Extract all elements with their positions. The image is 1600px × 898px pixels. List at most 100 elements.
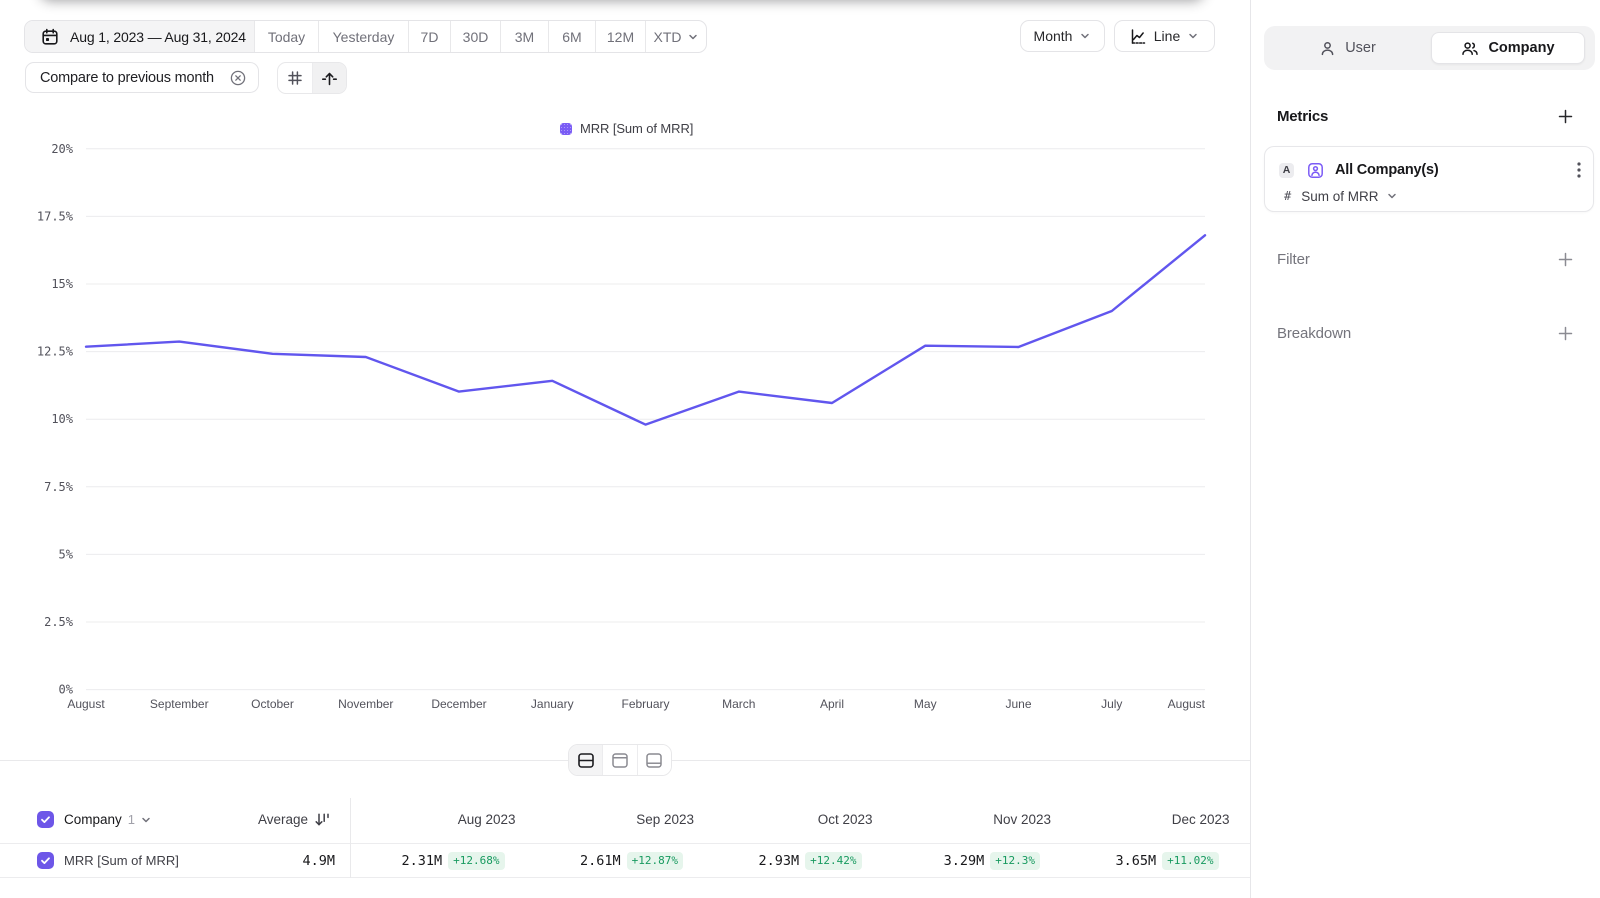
cumulative-toggle[interactable] (312, 63, 346, 93)
preset-12m-button[interactable]: 12M (596, 21, 646, 52)
company-entity-icon (1307, 162, 1324, 179)
chevron-down-icon (1387, 193, 1396, 199)
x-axis-month-label: September (150, 697, 209, 711)
date-range-button[interactable]: Aug 1, 2023 — Aug 31, 2024 (25, 21, 255, 52)
month-column-header[interactable]: Dec 2023 (1171, 812, 1230, 827)
y-axis-tick-label: 10% (51, 412, 73, 426)
compare-chip[interactable]: Compare to previous month (25, 62, 259, 93)
chart-legend: MRR [Sum of MRR] (560, 121, 693, 136)
month-value-cell: 2.93M +12.42% (707, 844, 886, 877)
add-metric-button[interactable] (1557, 108, 1574, 125)
breakdown-label: Breakdown (1277, 324, 1352, 342)
average-value: 4.9M (302, 852, 335, 869)
x-axis-month-label: November (338, 697, 393, 711)
mrr-value: 3.29M (943, 852, 985, 869)
metric-letter-badge: A (1279, 162, 1294, 178)
hash-grid-icon (288, 71, 302, 85)
breakdown-section: Breakdown (1251, 322, 1600, 344)
panel-layout-toggle (568, 744, 672, 776)
growth-badge: +12.68% (448, 851, 505, 870)
row-checkbox[interactable] (37, 852, 54, 869)
layout-split-horizontal-icon (577, 752, 594, 768)
x-axis-month-label: December (431, 697, 486, 711)
chevron-down-icon (688, 34, 697, 39)
layout-header-button[interactable] (602, 745, 637, 775)
preset-today-button[interactable]: Today (255, 21, 319, 52)
growth-badge: +12.3% (990, 851, 1040, 870)
metrics-title: Metrics (1277, 107, 1329, 125)
metric-card[interactable]: A All Company(s) # Sum of MRR (1264, 146, 1594, 212)
user-icon (1321, 41, 1334, 55)
month-column-header[interactable]: Nov 2023 (993, 812, 1051, 827)
growth-badge: +11.02% (1162, 851, 1219, 870)
month-value-cell: 3.29M +12.3% (886, 844, 1065, 877)
layout-footer-button[interactable] (636, 745, 671, 775)
preset-30d-button[interactable]: 30D (451, 21, 501, 52)
x-axis-month-label: August (67, 697, 105, 711)
month-value-cell: 2.61M +12.87% (529, 844, 708, 877)
add-breakdown-button[interactable] (1557, 325, 1574, 342)
growth-badge: +12.42% (805, 851, 862, 870)
aggregation-select[interactable]: Sum of MRR (1301, 189, 1397, 204)
config-sidebar: User Company Metrics A (1251, 0, 1600, 898)
y-axis-tick-label: 20% (51, 142, 73, 156)
table-column-divider (350, 798, 351, 878)
select-all-checkbox[interactable] (37, 811, 54, 828)
date-range-label: Aug 1, 2023 — Aug 31, 2024 (70, 28, 246, 45)
mrr-value: 2.31M (401, 852, 443, 869)
main-panel: Aug 1, 2023 — Aug 31, 2024 Today Yesterda… (0, 20, 1250, 878)
granularity-button[interactable]: Month (1020, 20, 1105, 52)
chart-type-button[interactable]: Line (1114, 20, 1215, 52)
show-values-toggle[interactable] (278, 63, 313, 93)
layout-split-horizontal-button[interactable] (569, 745, 603, 775)
y-axis-tick-label: 15% (51, 277, 73, 291)
legend-label: MRR [Sum of MRR] (580, 121, 694, 136)
remove-compare-icon (230, 70, 246, 85)
y-axis-tick-label: 12.5% (37, 345, 74, 359)
mrr-value: 2.93M (758, 852, 800, 869)
y-axis-tick-label: 2.5% (44, 615, 74, 629)
metric-row-label: MRR [Sum of MRR] (64, 853, 179, 868)
y-axis-tick-label: 0% (59, 683, 74, 697)
average-column-header[interactable]: Average (258, 811, 350, 828)
arrow-up-from-line-icon (321, 72, 337, 85)
sort-descending-icon (315, 813, 329, 826)
value-display-toggle (277, 62, 347, 94)
legend-swatch (560, 122, 572, 135)
entity-level-toggle: User Company (1264, 26, 1595, 70)
results-table: Company 1 Average Aug 2023 Sep 2023 Oct 20… (0, 796, 1250, 878)
add-filter-button[interactable] (1557, 251, 1574, 268)
metric-menu-button[interactable] (1577, 161, 1581, 179)
check-icon (41, 816, 50, 823)
plus-icon (1558, 109, 1573, 123)
y-axis-tick-label: 5% (59, 547, 74, 561)
x-axis-month-label: May (914, 697, 937, 711)
preset-yesterday-button[interactable]: Yesterday (319, 21, 409, 52)
line-chart[interactable]: 20% 17.5% 15% 12.5% 10% 7.5% 5% 2.5% 0% August Sep… (0, 120, 1250, 720)
filter-label: Filter (1277, 250, 1310, 268)
mrr-value: 2.61M (580, 852, 621, 869)
plus-icon (1558, 326, 1573, 340)
month-column-header[interactable]: Aug 2023 (457, 812, 516, 827)
table-metric-row: MRR [Sum of MRR] 4.9M 2.31M +12.68% 2.61M +… (0, 844, 1250, 878)
y-axis-tick-label: 7.5% (44, 480, 74, 494)
month-value-cell: 3.65M +11.02% (1064, 844, 1243, 877)
preset-xtd-button[interactable]: XTD (646, 21, 706, 52)
month-column-header[interactable]: Oct 2023 (817, 812, 873, 827)
x-axis-month-label: January (531, 697, 574, 711)
entity-column-label: Company (64, 812, 122, 827)
mrr-series-line (84, 234, 1207, 426)
preset-7d-button[interactable]: 7D (409, 21, 451, 52)
preset-6m-button[interactable]: 6M (549, 21, 596, 52)
chevron-down-icon (1081, 33, 1090, 39)
x-axis-month-label: February (621, 697, 669, 711)
metric-name: All Company(s) (1335, 162, 1439, 178)
filter-section: Filter (1251, 248, 1600, 270)
company-toggle-button[interactable]: Company (1431, 32, 1585, 64)
x-axis-month-label: June (1005, 697, 1031, 711)
month-column-header[interactable]: Sep 2023 (636, 812, 694, 827)
user-toggle-button[interactable]: User (1264, 40, 1431, 57)
preset-3m-button[interactable]: 3M (501, 21, 549, 52)
x-axis-month-label: October (251, 697, 294, 711)
